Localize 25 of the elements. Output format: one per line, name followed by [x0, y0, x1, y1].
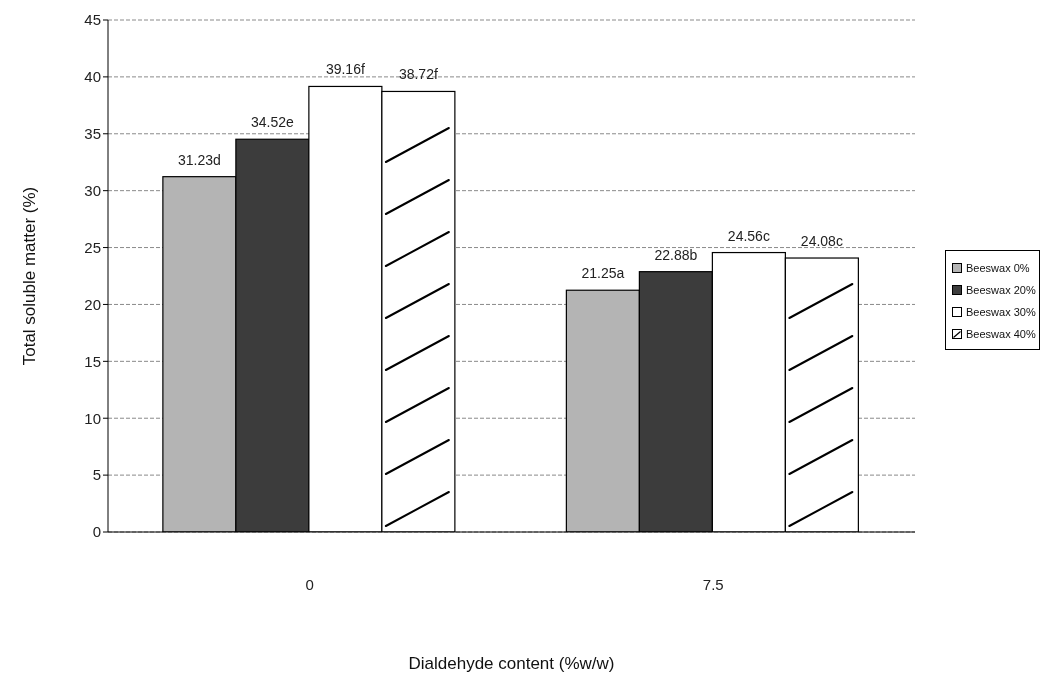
y-tick-label: 20	[84, 295, 101, 313]
y-tick-label: 10	[84, 409, 101, 427]
data-label: 22.88b	[654, 246, 698, 263]
y-tick-label: 30	[84, 181, 101, 199]
y-tick-label: 40	[84, 68, 101, 86]
data-label: 24.56c	[727, 227, 770, 244]
y-axis-title: Total soluble matter (%)	[19, 186, 39, 366]
data-label: 24.08c	[800, 233, 843, 250]
y-tick-label: 5	[92, 466, 101, 484]
data-label: 38.72f	[398, 66, 438, 83]
y-tick-label: 45	[84, 11, 101, 29]
legend-label: Beeswax 0%	[966, 262, 1030, 274]
y-tick-label: 15	[84, 352, 101, 370]
y-tick-label: 35	[84, 125, 101, 143]
data-label: 31.23d	[177, 151, 221, 168]
legend-label: Beeswax 20%	[966, 284, 1036, 296]
legend-label: Beeswax 30%	[966, 306, 1036, 318]
y-tick-label: 25	[84, 238, 101, 256]
x-axis-title: Dialdehyde content (%w/w)	[408, 654, 615, 673]
data-label: 21.25a	[581, 265, 625, 282]
x-tick-label: 7.5	[702, 576, 724, 593]
data-label: 34.52e	[250, 114, 294, 131]
y-tick-label: 0	[92, 523, 101, 541]
legend-label: Beeswax 40%	[966, 328, 1036, 340]
data-label: 39.16f	[325, 61, 365, 78]
